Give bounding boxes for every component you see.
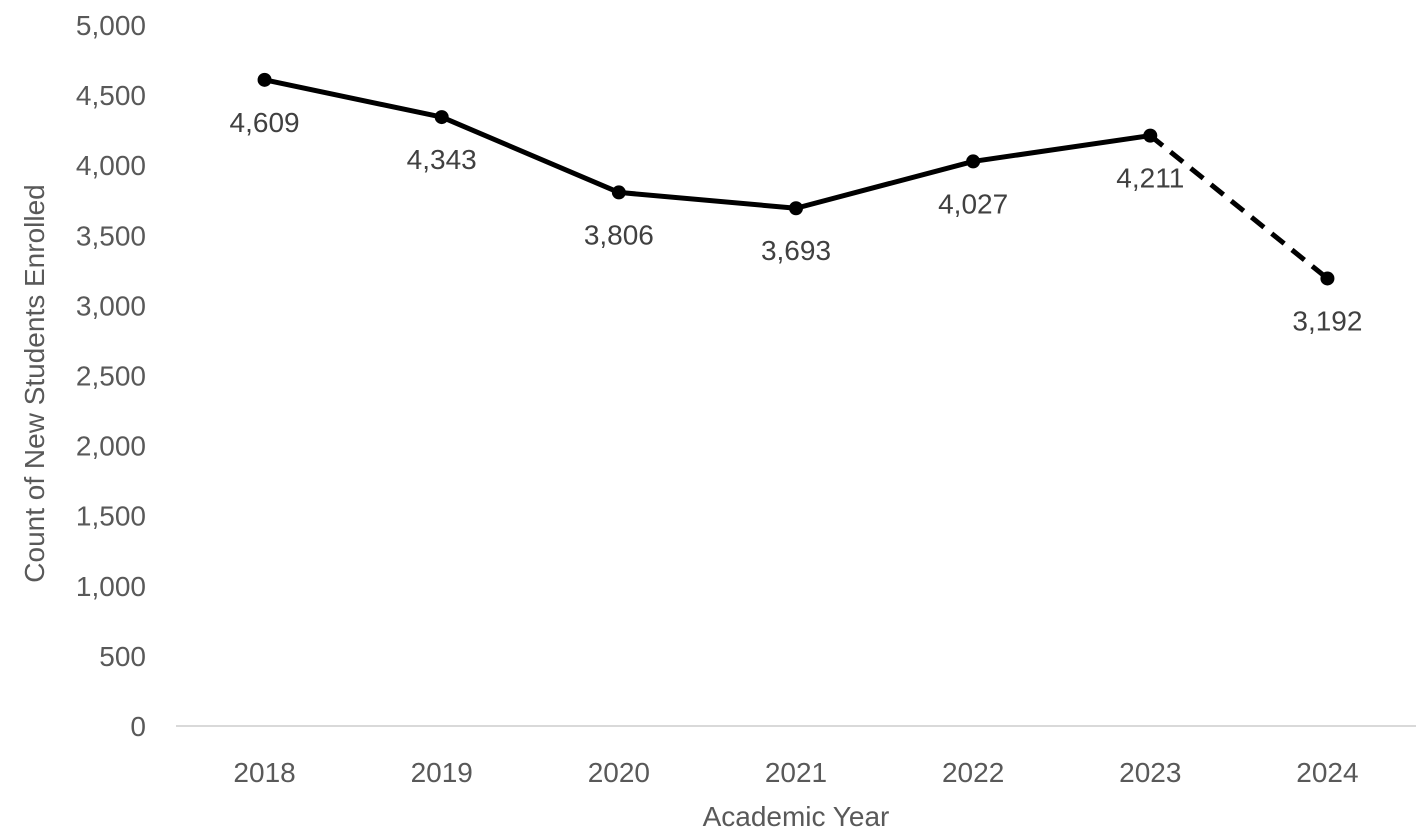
data-label: 3,192 (1292, 305, 1362, 336)
y-tick-label: 2,500 (76, 361, 146, 392)
y-tick-label: 1,500 (76, 501, 146, 532)
x-tick-label: 2023 (1119, 757, 1181, 788)
data-point (1143, 128, 1158, 143)
series-lines (262, 77, 1329, 281)
series-line-projected (1148, 133, 1329, 281)
y-axis-ticks: 0 500 1,000 1,500 2,000 2,500 3,000 3,500 4,000 4… (76, 10, 146, 742)
y-axis-title: Count of New Students Enrolled (19, 184, 50, 582)
data-point (434, 110, 449, 125)
y-tick-label: 4,500 (76, 80, 146, 111)
y-tick-label: 500 (99, 641, 146, 672)
x-axis-title: Academic Year (703, 801, 890, 832)
data-point (1320, 271, 1335, 286)
data-point (966, 154, 981, 169)
y-tick-label: 1,000 (76, 571, 146, 602)
data-point (789, 201, 803, 216)
x-tick-label: 2024 (1296, 757, 1358, 788)
data-label: 4,211 (1116, 163, 1184, 194)
data-label: 3,693 (761, 235, 831, 266)
x-axis-ticks: 2018 2019 2020 2021 2022 2023 2024 (233, 757, 1358, 788)
data-point (257, 72, 272, 87)
x-tick-label: 2020 (588, 757, 650, 788)
y-tick-label: 3,000 (76, 290, 146, 321)
data-label: 4,609 (230, 107, 300, 138)
data-label: 3,806 (584, 219, 654, 250)
y-tick-label: 5,000 (76, 10, 146, 41)
x-tick-label: 2018 (233, 757, 295, 788)
y-tick-label: 0 (130, 711, 146, 742)
x-tick-label: 2022 (942, 757, 1004, 788)
y-tick-label: 4,000 (76, 150, 146, 181)
series-line-actual (262, 77, 1153, 211)
data-label: 4,343 (407, 144, 477, 175)
y-tick-label: 3,500 (76, 220, 146, 251)
data-label: 4,027 (938, 188, 1008, 219)
y-tick-label: 2,000 (76, 431, 146, 462)
series-points (257, 72, 1335, 286)
data-labels: 4,609 4,343 3,806 3,693 4,027 4,211 3,192 (230, 107, 1363, 337)
data-point (611, 185, 626, 200)
x-tick-label: 2021 (765, 757, 827, 788)
x-tick-label: 2019 (411, 757, 473, 788)
